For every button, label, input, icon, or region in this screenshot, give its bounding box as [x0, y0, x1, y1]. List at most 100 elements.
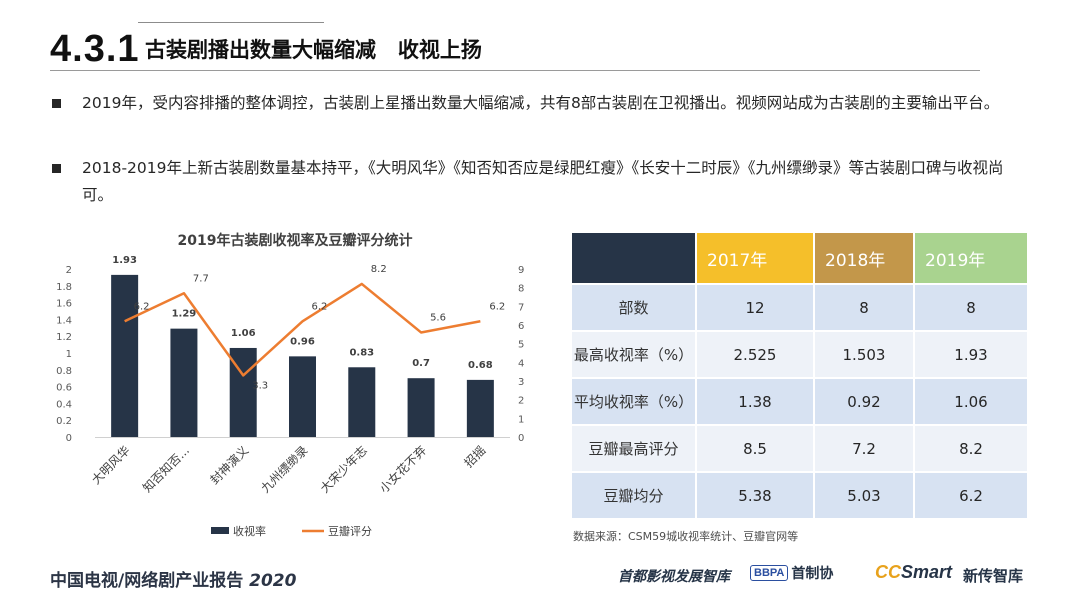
table-cell: 1.06 — [914, 378, 1028, 425]
bar-0 — [111, 274, 139, 437]
row-label: 部数 — [571, 284, 696, 331]
y-right-tick-label: 9 — [518, 265, 524, 276]
x-category-label: 大明风华 — [89, 443, 133, 487]
bullet-square-icon — [52, 99, 61, 108]
year-header-2019: 2019年 — [914, 232, 1028, 284]
brand-capital-film-think-tank: 首都影视发展智库 — [618, 569, 730, 585]
douban-score-line — [124, 282, 481, 377]
bar-value-label: 0.7 — [412, 358, 430, 369]
y-left-tick-label: 1.4 — [56, 315, 72, 326]
table-cell: 8.2 — [914, 425, 1028, 472]
bar-value-label: 0.96 — [290, 336, 315, 347]
section-title: 古装剧播出数量大幅缩减 收视上扬 — [145, 38, 482, 62]
brand-bbpa: BBPA 首制协 — [750, 563, 833, 583]
data-source-note: 数据来源：CSM59城收视率统计、豆瓣官网等 — [573, 530, 799, 543]
line-value-label: 8.2 — [371, 264, 387, 275]
bar-4 — [348, 367, 376, 437]
table-corner-cell — [571, 232, 696, 284]
row-label: 最高收视率（%） — [571, 331, 696, 378]
line-value-label: 6.2 — [489, 301, 505, 312]
chart-title: 2019年古装剧收视率及豆瓣评分统计 — [177, 233, 413, 249]
x-category-label: 小女花不弃 — [376, 443, 429, 496]
ccsmart-cc: CC — [875, 562, 901, 582]
table-cell: 1.93 — [914, 331, 1028, 378]
footer-report-title: 中国电视/网络剧产业报告 2020 — [50, 566, 296, 591]
line-value-label: 6.2 — [134, 301, 150, 312]
y-right-tick-label: 6 — [518, 321, 524, 332]
title-rule — [50, 70, 980, 71]
row-label: 豆瓣均分 — [571, 472, 696, 519]
y-right-tick-label: 8 — [518, 284, 524, 295]
y-right-tick-label: 1 — [518, 414, 524, 425]
x-category-label: 招摇 — [462, 443, 489, 470]
ratings-table: 2017年 2018年 2019年 部数 12 8 8 最高收视率（%） 2.5… — [571, 232, 1028, 519]
table-header-row: 2017年 2018年 2019年 — [571, 232, 1028, 284]
row-label: 平均收视率（%） — [571, 378, 696, 425]
y-left-tick-label: 0.2 — [56, 416, 72, 427]
y-right-tick-label: 4 — [518, 358, 524, 369]
x-category-label: 九州缥缈录 — [258, 443, 310, 495]
y-right-tick-label: 0 — [518, 433, 524, 444]
y-left-tick-label: 0.8 — [56, 366, 72, 377]
legend-bar-swatch — [211, 527, 229, 534]
row-label: 豆瓣最高评分 — [571, 425, 696, 472]
bbpa-name: 首制协 — [791, 566, 834, 582]
table-row: 豆瓣均分 5.38 5.03 6.2 — [571, 472, 1028, 519]
y-left-tick-label: 1.8 — [56, 282, 72, 293]
table-cell: 5.03 — [814, 472, 914, 519]
ratings-chart: 0 0.2 0.4 0.6 0.8 1 1.2 1.4 1.6 1.8 2 0 1 2 3 4 5 6 7 8 9 1.9… — [56, 255, 524, 538]
line-value-label: 7.7 — [193, 273, 209, 284]
bar-value-label: 1.93 — [112, 255, 137, 266]
y-right-tick-label: 5 — [518, 340, 524, 351]
legend-line-label: 豆瓣评分 — [328, 524, 372, 538]
y-right-tick-label: 7 — [518, 302, 524, 313]
y-left-tick-label: 1.6 — [56, 299, 72, 310]
bullet-square-icon — [52, 164, 61, 173]
y-left-tick-label: 0 — [66, 433, 72, 444]
table-row: 部数 12 8 8 — [571, 284, 1028, 331]
year-header-2017: 2017年 — [696, 232, 814, 284]
bar-1 — [170, 328, 198, 437]
table-cell: 0.92 — [814, 378, 914, 425]
y-left-tick-label: 0.4 — [56, 399, 72, 410]
year-header-2018: 2018年 — [814, 232, 914, 284]
table-cell: 1.503 — [814, 331, 914, 378]
table-cell: 2.525 — [696, 331, 814, 378]
bar-5 — [407, 378, 435, 437]
legend-bar-label: 收视率 — [233, 524, 266, 538]
report-year: 2020 — [249, 571, 297, 591]
y-left-tick-label: 0.6 — [56, 383, 72, 394]
report-title-text: 中国电视/网络剧产业报告 — [50, 571, 244, 591]
bar-6 — [466, 379, 494, 437]
bbpa-logo-icon: BBPA — [750, 565, 789, 581]
table-cell: 8 — [814, 284, 914, 331]
table-cell: 5.38 — [696, 472, 814, 519]
x-category-label: 封神演义 — [207, 443, 252, 488]
y-right-tick-label: 3 — [518, 377, 524, 388]
table-cell: 1.38 — [696, 378, 814, 425]
bar-value-label: 0.83 — [349, 347, 374, 358]
y-left-tick-label: 1.2 — [56, 332, 72, 343]
table-row: 豆瓣最高评分 8.5 7.2 8.2 — [571, 425, 1028, 472]
y-left-tick-label: 2 — [66, 265, 72, 276]
line-value-label: 3.3 — [252, 380, 268, 391]
x-category-label: 大宋少年志 — [317, 443, 370, 496]
table-row: 平均收视率（%） 1.38 0.92 1.06 — [571, 378, 1028, 425]
table-row: 最高收视率（%） 2.525 1.503 1.93 — [571, 331, 1028, 378]
brand-new-media-think-tank: 新传智库 — [963, 567, 1024, 585]
brand-ccsmart-logo: CCSmart — [875, 562, 952, 583]
line-value-label: 6.2 — [312, 301, 328, 312]
ccsmart-smart: Smart — [901, 562, 953, 582]
section-number: 4.3.1 — [50, 28, 140, 70]
bar-value-label: 0.68 — [468, 360, 493, 371]
bullet-item: 2019年，受内容排播的整体调控，古装剧上星播出数量大幅缩减，共有8部古装剧在卫… — [52, 90, 1032, 117]
table-cell: 12 — [696, 284, 814, 331]
top-rule — [138, 22, 324, 23]
table-cell: 6.2 — [914, 472, 1028, 519]
table-cell: 8 — [914, 284, 1028, 331]
bullet-text: 2019年，受内容排播的整体调控，古装剧上星播出数量大幅缩减，共有8部古装剧在卫… — [82, 94, 1000, 112]
bullet-text: 2018-2019年上新古装剧数量基本持平，《大明风华》《知否知否应是绿肥红瘦》… — [82, 159, 1004, 204]
table-cell: 8.5 — [696, 425, 814, 472]
bar-value-label: 1.29 — [172, 309, 197, 320]
y-left-tick-label: 1 — [66, 349, 72, 360]
